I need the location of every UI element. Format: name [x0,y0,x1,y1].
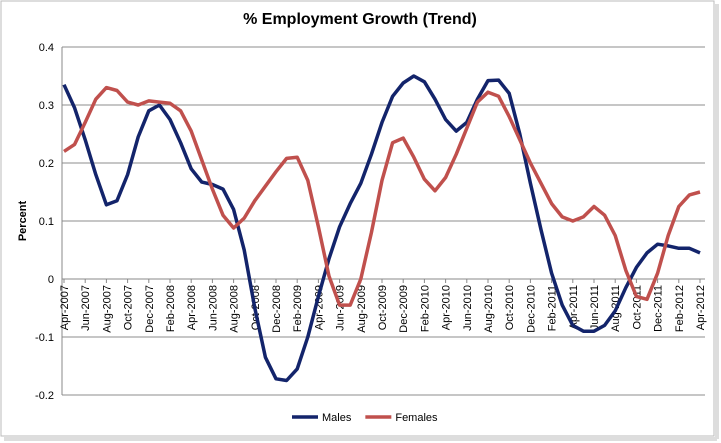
x-tick-label: Apr-2007 [59,285,71,330]
x-tick-label: Dec-2011 [653,285,665,332]
x-tick-label: Oct-2009 [377,285,389,330]
x-tick-label: Feb-2012 [674,285,686,332]
legend-label: Females [395,412,438,424]
x-tick-label: Jun-2007 [80,285,92,331]
x-tick-label: Apr-2012 [695,285,707,330]
x-tick-label: Jun-2010 [462,285,474,331]
chart-title: % Employment Growth (Trend) [243,11,477,28]
y-tick-label: 0 [48,274,54,286]
x-tick-label: Apr-2009 [313,285,325,330]
legend-label: Males [322,412,352,424]
line-series [62,74,701,383]
x-tick-label: Aug-2008 [229,285,241,333]
x-tick-label: Feb-2008 [165,285,177,332]
x-tick-label: Feb-2010 [419,285,431,332]
shadow [715,4,719,439]
x-tick-label: Oct-2010 [504,285,516,330]
y-tick-label: -0.2 [35,390,54,402]
x-tick-label: Dec-2009 [398,285,410,333]
x-tick-label: Dec-2010 [525,285,537,333]
x-tick-label: Aug-2007 [101,285,113,333]
x-tick-label: Jun-2011 [589,285,601,330]
x-tick-label: Dec-2007 [144,285,156,333]
x-tick-label: Apr-2010 [441,285,453,330]
x-tick-label: Aug-2010 [483,285,495,333]
y-tick-label: 0.4 [39,42,54,54]
y-tick-label: 0.2 [39,158,54,170]
y-tick-label: -0.1 [35,332,54,344]
x-tick-label: Aug-2009 [356,285,368,333]
y-axis-label: Percent [17,200,29,241]
x-tick-label: Apr-2008 [186,285,198,330]
x-tick-label: Feb-2011 [547,285,559,331]
line-series [63,85,701,307]
x-tick-label: Feb-2009 [292,285,304,332]
y-tick-label: 0.3 [39,100,54,112]
x-tick-label: Jun-2008 [207,285,219,331]
chart-border [0,0,715,437]
x-tick-label: Oct-2007 [123,285,135,330]
x-tick-label: Dec-2008 [271,285,283,333]
y-tick-label: 0.1 [39,216,54,228]
shadow [4,437,717,441]
